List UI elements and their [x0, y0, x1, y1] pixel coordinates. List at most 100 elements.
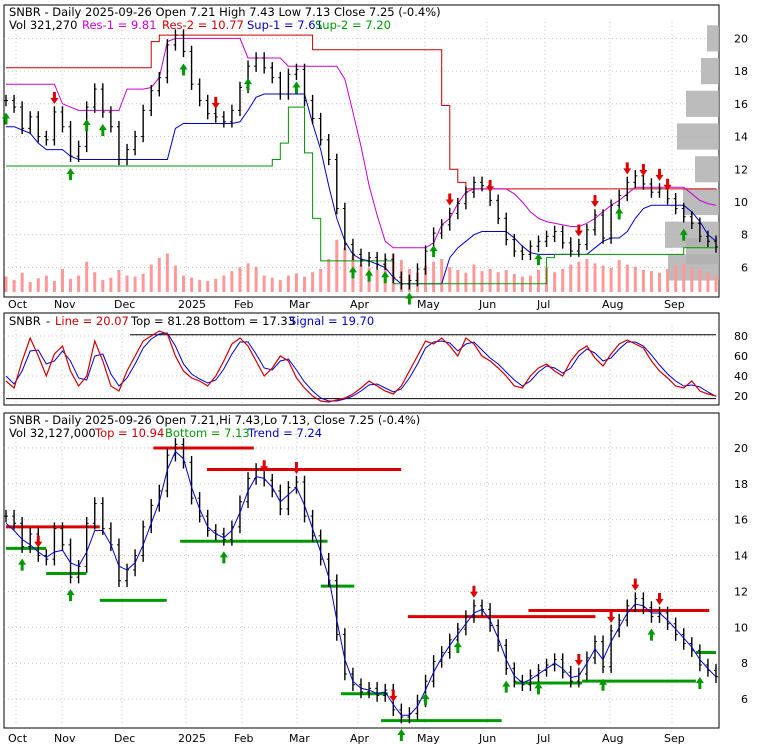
- panel1-res2-label: Res-2 = 10.77: [162, 18, 244, 32]
- volume-bar: [512, 273, 516, 292]
- panel1-x-axis: Oct Nov Dec 2025 Feb Mar Apr May Jun Jul Aug Sep: [8, 298, 685, 311]
- volume-bar: [343, 248, 347, 292]
- volume-bar: [303, 276, 307, 292]
- volume-bar: [327, 259, 331, 292]
- volume-bar: [714, 275, 718, 292]
- volume-bar: [36, 278, 40, 292]
- volume-bar: [496, 272, 500, 292]
- volume-bar: [198, 279, 202, 292]
- buy-arrow-icon: [365, 269, 374, 282]
- volume-bar: [674, 265, 678, 292]
- panel1-x-tick-label: Apr: [350, 298, 370, 311]
- panel3-trend-label: Trend = 7.24: [247, 426, 322, 440]
- stoch-signal-line: [5, 332, 717, 402]
- volume-bar: [125, 275, 129, 292]
- panel1-y-tick-label: 16: [734, 98, 748, 111]
- panel1-sup2-label: Sup-2 = 7.20: [315, 18, 391, 32]
- volume-bar: [278, 279, 282, 292]
- panel1-y-tick-label: 6: [741, 261, 748, 274]
- buy-arrow-icon: [405, 292, 414, 305]
- panel3-x-tick-label: Jun: [478, 732, 496, 745]
- volume-bar: [658, 272, 662, 292]
- panel1-y-tick-label: 14: [734, 131, 748, 144]
- volume-bar: [85, 261, 89, 292]
- panel1-lines: [4, 29, 718, 290]
- buy-arrow-icon: [534, 682, 543, 695]
- panel3-y-tick-label: 6: [741, 693, 748, 706]
- volume-bar: [12, 279, 16, 292]
- panel3-x-tick-label: Oct: [8, 732, 28, 745]
- buy-arrow-icon: [66, 168, 75, 181]
- panel3-x-tick-label: Aug: [602, 732, 623, 745]
- volume-profile-bar: [686, 90, 719, 117]
- volume-bar: [69, 278, 73, 292]
- res2-line: [6, 34, 717, 190]
- panel3-top-label: Top = 10.94: [94, 426, 164, 440]
- volume-bar: [77, 275, 81, 292]
- panel2-y-tick-label: 80: [734, 330, 748, 343]
- buy-arrow-icon: [381, 271, 390, 284]
- volume-bar: [633, 266, 637, 292]
- volume-bar: [222, 275, 226, 292]
- panel2-bottom-label: Bottom = 17.33: [203, 314, 295, 328]
- buy-arrow-icon: [292, 81, 301, 94]
- panel3-x-tick-label: Sep: [664, 732, 685, 745]
- sell-arrow-icon: [631, 578, 640, 591]
- sell-arrow-icon: [607, 610, 616, 623]
- panel1-x-tick-label: May: [417, 298, 440, 311]
- panel3-y-tick-label: 20: [734, 442, 748, 455]
- panel2-y-tick-label: 60: [734, 350, 748, 363]
- volume-bar: [230, 271, 234, 292]
- volume-bar: [173, 265, 177, 292]
- panel3-grid: [4, 430, 719, 726]
- volume-bar: [319, 268, 323, 292]
- volume-bar: [246, 263, 250, 292]
- volume-bar: [504, 270, 508, 292]
- sell-arrow-icon: [663, 178, 672, 191]
- panel1-x-tick-label: Jun: [478, 298, 496, 311]
- panel3-y-tick-label: 16: [734, 514, 748, 527]
- panel1-x-tick-label: Dec: [114, 298, 135, 311]
- panel3-x-tick-label: Apr: [350, 732, 370, 745]
- volume-bar: [375, 270, 379, 292]
- volume-bar: [157, 257, 161, 292]
- trend-line: [5, 450, 717, 716]
- volume-bar: [133, 276, 137, 292]
- volume-bar: [270, 277, 274, 292]
- buy-arrow-icon: [502, 680, 511, 693]
- panel1-y-tick-label: 18: [734, 65, 748, 78]
- panel3-header-summary: SNBR - Daily 2025-09-26 Open 7.21,Hi 7.4…: [9, 413, 420, 427]
- panel3-lines: [4, 438, 718, 724]
- volume-bar: [109, 277, 113, 292]
- buy-arrow-icon: [397, 729, 406, 742]
- panel1-y-tick-label: 10: [734, 196, 748, 209]
- panel1-sup1-label: Sup-1 = 7.61: [247, 18, 323, 32]
- sell-arrow-icon: [211, 96, 220, 109]
- panel3-y-tick-label: 18: [734, 478, 748, 491]
- volume-bar: [20, 272, 24, 292]
- volume-bar: [625, 264, 629, 292]
- buy-arrow-icon: [2, 112, 10, 125]
- volume-bar: [690, 267, 694, 292]
- panel3-volume-label: Vol 32,127,000: [9, 426, 96, 440]
- panel1-x-tick-label: Mar: [289, 298, 310, 311]
- buy-arrow-icon: [219, 551, 228, 564]
- volume-bar: [464, 272, 468, 292]
- panel2-grid: [4, 326, 719, 404]
- panel3-y-tick-label: 10: [734, 621, 748, 634]
- sell-arrow-icon: [260, 460, 269, 473]
- volume-bar: [286, 275, 290, 292]
- panel1-volume-profile: [665, 25, 719, 281]
- volume-bar: [93, 272, 97, 292]
- panel1-x-tick-label: Aug: [602, 298, 623, 311]
- volume-bar: [117, 270, 121, 292]
- volume-bar: [480, 271, 484, 292]
- panel1-res1-label: Res-1 = 9.81: [82, 18, 157, 32]
- volume-bar: [553, 272, 557, 292]
- volume-bar: [149, 264, 153, 292]
- buy-arrow-icon: [82, 119, 91, 132]
- panel3-y-tick-label: 8: [741, 657, 748, 670]
- volume-bar: [666, 268, 670, 292]
- sell-arrow-icon: [389, 689, 398, 702]
- buy-arrow-icon: [647, 628, 656, 641]
